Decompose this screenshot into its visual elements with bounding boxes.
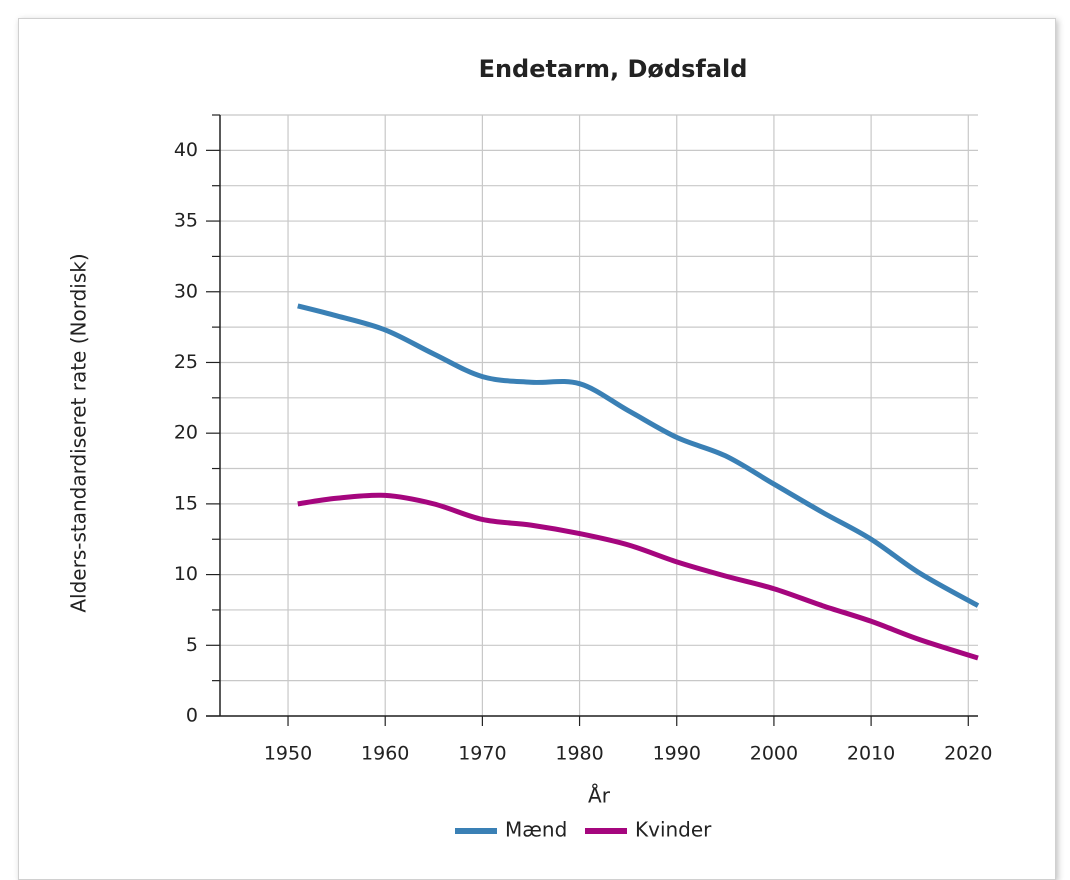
y-tick-label: 20 [174,422,198,444]
y-tick-label: 10 [174,563,198,585]
chart-title: Endetarm, Dødsfald [479,55,748,83]
y-tick-label: 30 [174,280,198,302]
series-line [297,303,980,608]
y-tick-label: 25 [174,351,198,373]
x-tick-label: 1960 [361,743,409,765]
y-tick-label: 5 [186,634,198,656]
legend-label: Mænd [505,818,567,842]
y-tick-label: 35 [174,210,198,232]
series-line [297,492,979,661]
legend-label: Kvinder [635,818,712,842]
x-tick-label: 1990 [653,743,701,765]
x-tick-label: 2000 [750,743,798,765]
x-tick-label: 1980 [555,743,603,765]
y-tick-label: 0 [186,705,198,727]
x-tick-label: 2010 [847,743,895,765]
y-tick-label: 40 [174,139,198,161]
page: Endetarm, Dødsfald År Alders-standardise… [18,18,1056,880]
chart: Endetarm, Dødsfald År Alders-standardise… [67,55,993,842]
x-tick-label: 1970 [458,743,506,765]
x-axis-label: År [588,784,611,808]
y-tick-label: 15 [174,492,198,514]
chart-card [18,18,1056,880]
y-axis-label: Alders-standardiseret rate (Nordisk) [67,253,91,612]
x-tick-label: 1950 [264,743,312,765]
x-tick-label: 2020 [944,743,992,765]
